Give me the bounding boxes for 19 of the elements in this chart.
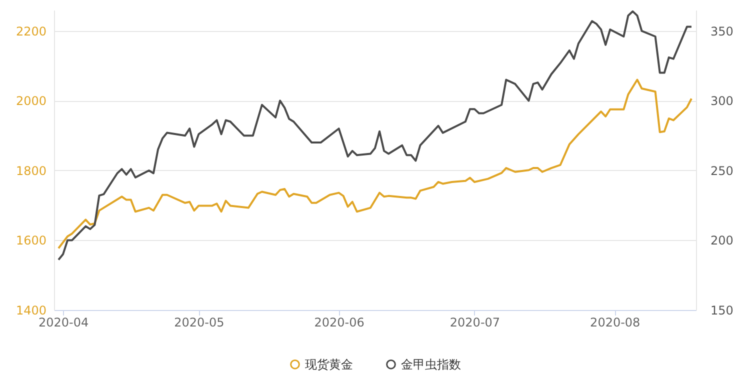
y2-tick-label: 350 [710, 24, 734, 38]
x-tick-label: 2020-07 [450, 316, 500, 330]
x-tick-label: 2020-05 [174, 316, 224, 330]
x-tick-label: 2020-08 [590, 316, 640, 330]
y-tick-label: 1600 [16, 234, 46, 248]
x-tick-label: 2020-06 [314, 316, 364, 330]
y2-tick-label: 150 [710, 304, 734, 318]
legend-label: 现货黄金 [305, 357, 353, 372]
y-tick-label: 2000 [16, 94, 46, 108]
y2-tick-label: 250 [710, 164, 734, 178]
y2-tick-label: 300 [710, 94, 734, 108]
line-series [58, 78, 692, 250]
y-tick-label: 1800 [16, 164, 46, 178]
line-series [58, 10, 692, 261]
legend-label: 金甲虫指数 [401, 357, 461, 372]
x-tick-label: 2020-04 [38, 316, 89, 330]
y2-tick-label: 200 [710, 234, 734, 248]
y-tick-label: 2200 [16, 24, 46, 38]
y-tick-label: 1400 [16, 304, 46, 318]
